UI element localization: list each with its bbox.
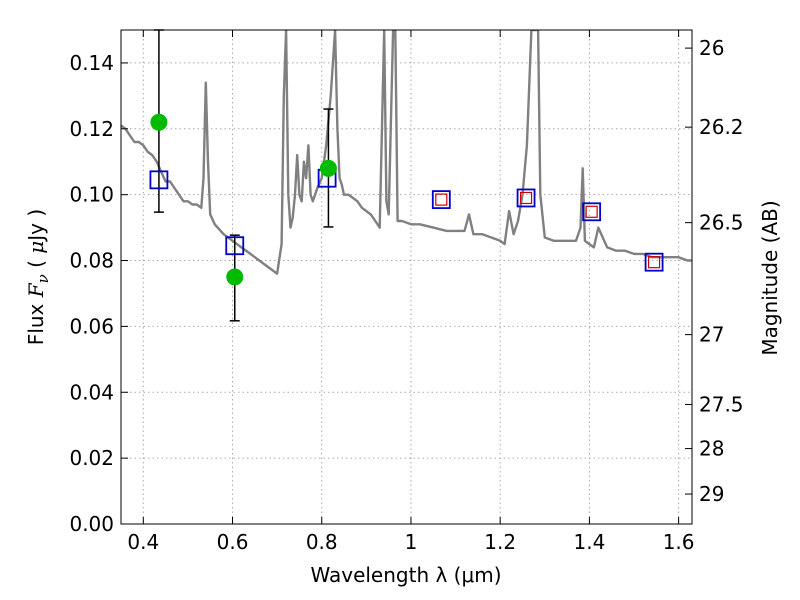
y-tick-label: 0.02 [69,446,114,470]
x-tick-label: 0.6 [217,530,249,554]
model-inner-point [647,256,661,269]
model-inner-point [435,193,448,206]
x-tick-label: 0.8 [306,530,338,554]
right-tick-label: 29 [699,482,724,506]
right-tick-label: 26.2 [699,115,744,139]
x-ticks: 0.4 0.6 0.8 1 1.2 1.4 1.6 [127,30,695,554]
y-axis-title-subscript: ν [34,274,52,283]
x-tick-label: 1 [405,530,418,554]
x-tick-label: 1.4 [573,530,605,554]
model-inner-point [585,205,598,218]
y-ticks: 0.00 0.02 0.04 0.06 0.08 0.10 0.12 0.14 [69,51,128,536]
right-tick-label: 28 [699,437,724,461]
model-point [225,236,245,256]
model-point [644,252,664,272]
right-ticks: 26 26.2 26.5 27 27.5 28 29 [685,36,744,506]
x-tick-label: 1.2 [484,530,516,554]
right-tick-label: 26.5 [699,211,744,235]
observed-point [319,159,337,177]
y-axis-title-unit-prefix: μ [24,241,48,254]
y-tick-label: 0.00 [69,512,114,536]
spectrum-line [121,30,692,275]
y-tick-label: 0.10 [69,183,114,207]
right-axis-title: Magnitude (AB) [758,200,782,355]
x-tick-label: 1.6 [663,530,695,554]
plot-frame [120,29,693,525]
y-axis-title-part: Flux [24,297,48,345]
x-axis-title: Wavelength λ (μm) [310,563,501,587]
model-point [149,170,169,190]
observed-point [226,268,244,286]
y-axis-title: Flux Fν ( μJy ) [24,209,52,345]
y-axis-title-part: ( [24,254,48,275]
observed-point [150,113,168,131]
observed-points [150,113,337,286]
model-point [516,188,536,208]
y-tick-label: 0.14 [69,51,114,75]
spectrum-layer [121,30,692,275]
model-point [582,202,602,222]
model-point [431,190,451,210]
y-tick-label: 0.04 [69,380,114,404]
y-axis-title-symbol: F [24,282,48,298]
right-tick-label: 27.5 [699,392,744,416]
y-tick-label: 0.06 [69,314,114,338]
right-tick-label: 27 [699,323,724,347]
y-tick-label: 0.12 [69,117,114,141]
model-inner-point [519,191,533,205]
model-points [149,168,664,272]
y-axis-title-part: Jy ) [24,209,48,243]
y-tick-label: 0.08 [69,249,114,273]
right-tick-label: 26 [699,36,724,60]
x-tick-label: 0.4 [127,530,159,554]
